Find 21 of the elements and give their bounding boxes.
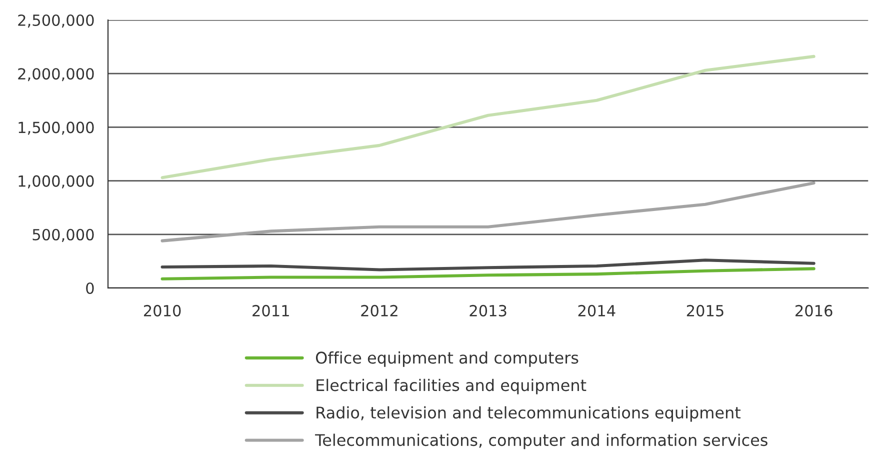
y-tick-label: 2,500,000 [18, 14, 94, 28]
x-tick-label: 2011 [252, 304, 289, 316]
y-tick-label: 500,000 [32, 228, 94, 242]
line-series [160, 267, 816, 280]
x-tick-label: 2012 [361, 304, 398, 316]
legend-label: Office equipment and computers [316, 351, 578, 367]
x-tick-label: 2010 [144, 304, 181, 316]
y-tick-label: 1,000,000 [18, 175, 94, 188]
legend-label: Radio, television and telecommunications equipment [316, 406, 741, 422]
x-tick-label: 2016 [796, 304, 832, 316]
x-tick-label: 2014 [578, 304, 616, 316]
line-series [160, 181, 816, 242]
line-series [160, 54, 816, 180]
legend-label: Telecommunications, computer and information services [315, 434, 768, 450]
y-tick-label: 2,000,000 [18, 68, 94, 82]
x-tick-label: 2015 [686, 304, 724, 316]
y-tick-label: 1,500,000 [18, 122, 94, 135]
y-tick-label: 0 [86, 282, 94, 294]
legend-label: Electrical facilities and equipment [316, 378, 586, 394]
x-tick-label: 2013 [470, 304, 506, 316]
line-series [160, 258, 816, 272]
